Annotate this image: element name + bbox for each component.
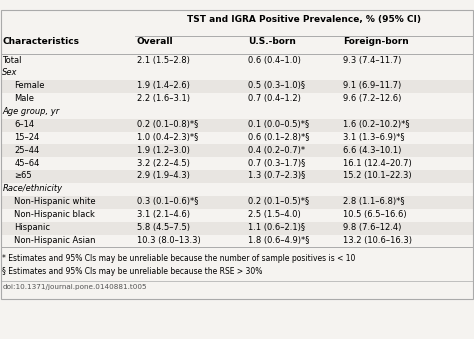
Text: 2.9 (1.9–4.3): 2.9 (1.9–4.3): [137, 172, 190, 180]
Text: 0.4 (0.2–0.7)*: 0.4 (0.2–0.7)*: [248, 146, 305, 155]
Text: 1.9 (1.4–2.6): 1.9 (1.4–2.6): [137, 81, 190, 90]
Text: Foreign-born: Foreign-born: [343, 37, 409, 46]
Text: 0.7 (0.4–1.2): 0.7 (0.4–1.2): [248, 94, 301, 103]
Text: TST and IGRA Positive Prevalence, % (95% CI): TST and IGRA Positive Prevalence, % (95%…: [187, 15, 421, 24]
Bar: [1, 119, 473, 132]
Text: 1.6 (0.2–10.2)*§: 1.6 (0.2–10.2)*§: [343, 120, 409, 129]
Text: Male: Male: [14, 94, 34, 103]
Text: 6–14: 6–14: [14, 120, 34, 129]
Text: 2.5 (1.5–4.0): 2.5 (1.5–4.0): [248, 210, 301, 219]
Text: 15.2 (10.1–22.3): 15.2 (10.1–22.3): [343, 172, 411, 180]
Text: * Estimates and 95% CIs may be unreliable because the number of sample positives: * Estimates and 95% CIs may be unreliabl…: [2, 254, 356, 263]
Text: 2.2 (1.6–3.1): 2.2 (1.6–3.1): [137, 94, 190, 103]
Bar: [1, 196, 473, 209]
Text: § Estimates and 95% CIs may be unreliable because the RSE > 30%: § Estimates and 95% CIs may be unreliabl…: [2, 267, 263, 276]
Text: 9.1 (6.9–11.7): 9.1 (6.9–11.7): [343, 81, 401, 90]
Text: 9.3 (7.4–11.7): 9.3 (7.4–11.7): [343, 56, 401, 64]
Bar: [1, 10, 473, 299]
Text: Hispanic: Hispanic: [14, 223, 50, 232]
Text: 25–44: 25–44: [14, 146, 39, 155]
Text: 6.6 (4.3–10.1): 6.6 (4.3–10.1): [343, 146, 401, 155]
Text: ≥65: ≥65: [14, 172, 32, 180]
Text: 0.2 (0.1–0.5)*§: 0.2 (0.1–0.5)*§: [248, 197, 309, 206]
Text: 0.6 (0.4–1.0): 0.6 (0.4–1.0): [248, 56, 301, 64]
Text: 0.6 (0.1–2.8)*§: 0.6 (0.1–2.8)*§: [248, 133, 309, 142]
Text: 13.2 (10.6–16.3): 13.2 (10.6–16.3): [343, 236, 412, 245]
Text: 0.1 (0.0–0.5)*§: 0.1 (0.0–0.5)*§: [248, 120, 309, 129]
Text: Sex: Sex: [2, 68, 18, 77]
Text: 1.9 (1.2–3.0): 1.9 (1.2–3.0): [137, 146, 190, 155]
Text: 0.7 (0.3–1.7)§: 0.7 (0.3–1.7)§: [248, 159, 305, 167]
Text: 10.5 (6.5–16.6): 10.5 (6.5–16.6): [343, 210, 406, 219]
Text: 3.2 (2.2–4.5): 3.2 (2.2–4.5): [137, 159, 190, 167]
Bar: [1, 222, 473, 235]
Text: Female: Female: [14, 81, 45, 90]
Text: 0.5 (0.3–1.0)§: 0.5 (0.3–1.0)§: [248, 81, 305, 90]
Text: 45–64: 45–64: [14, 159, 40, 167]
Text: Non-Hispanic black: Non-Hispanic black: [14, 210, 95, 219]
Text: 16.1 (12.4–20.7): 16.1 (12.4–20.7): [343, 159, 411, 167]
Text: Non-Hispanic white: Non-Hispanic white: [14, 197, 96, 206]
Text: 2.8 (1.1–6.8)*§: 2.8 (1.1–6.8)*§: [343, 197, 404, 206]
Text: Characteristics: Characteristics: [2, 37, 79, 46]
Text: Total: Total: [2, 56, 22, 64]
Text: 1.0 (0.4–2.3)*§: 1.0 (0.4–2.3)*§: [137, 133, 198, 142]
Text: Age group, yr: Age group, yr: [2, 107, 60, 116]
Bar: [1, 144, 473, 157]
Text: Race/ethnicity: Race/ethnicity: [2, 184, 63, 193]
Text: 0.3 (0.1–0.6)*§: 0.3 (0.1–0.6)*§: [137, 197, 198, 206]
Text: 1.1 (0.6–2.1)§: 1.1 (0.6–2.1)§: [248, 223, 305, 232]
Bar: [1, 170, 473, 183]
Text: 1.8 (0.6–4.9)*§: 1.8 (0.6–4.9)*§: [248, 236, 309, 245]
Text: Overall: Overall: [137, 37, 173, 46]
Text: 9.8 (7.6–12.4): 9.8 (7.6–12.4): [343, 223, 401, 232]
Text: doi:10.1371/journal.pone.0140881.t005: doi:10.1371/journal.pone.0140881.t005: [2, 284, 147, 290]
Text: 3.1 (2.1–4.6): 3.1 (2.1–4.6): [137, 210, 190, 219]
Text: 9.6 (7.2–12.6): 9.6 (7.2–12.6): [343, 94, 401, 103]
Text: Non-Hispanic Asian: Non-Hispanic Asian: [14, 236, 96, 245]
Bar: [1, 80, 473, 93]
Text: 0.2 (0.1–0.8)*§: 0.2 (0.1–0.8)*§: [137, 120, 198, 129]
Text: 5.8 (4.5–7.5): 5.8 (4.5–7.5): [137, 223, 190, 232]
Text: U.S.-born: U.S.-born: [248, 37, 296, 46]
Text: 10.3 (8.0–13.3): 10.3 (8.0–13.3): [137, 236, 200, 245]
Text: 1.3 (0.7–2.3)§: 1.3 (0.7–2.3)§: [248, 172, 305, 180]
Text: 2.1 (1.5–2.8): 2.1 (1.5–2.8): [137, 56, 190, 64]
Text: 15–24: 15–24: [14, 133, 39, 142]
Text: 3.1 (1.3–6.9)*§: 3.1 (1.3–6.9)*§: [343, 133, 404, 142]
